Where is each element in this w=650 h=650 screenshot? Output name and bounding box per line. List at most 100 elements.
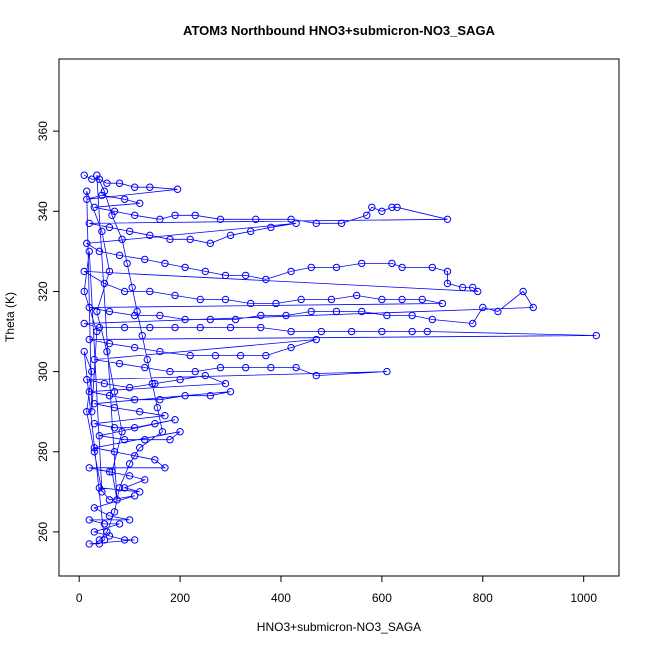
- data-point: [247, 227, 255, 236]
- data-point: [98, 488, 106, 496]
- data-point: [85, 219, 93, 228]
- data-point: [479, 303, 487, 312]
- data-point: [398, 295, 406, 304]
- data-point: [125, 472, 134, 480]
- data-point: [95, 175, 104, 183]
- data-point: [110, 387, 119, 396]
- data-point: [181, 263, 189, 272]
- data-point: [156, 395, 164, 404]
- data-point: [95, 432, 104, 440]
- data-point: [95, 323, 104, 332]
- data-point: [146, 231, 154, 240]
- data-point: [156, 215, 164, 224]
- data-point: [368, 203, 376, 211]
- data-point: [378, 327, 386, 336]
- data-point: [103, 347, 111, 356]
- data-point: [257, 311, 265, 320]
- data-point: [120, 436, 129, 444]
- data-point: [105, 512, 114, 520]
- data-point: [103, 179, 111, 187]
- data-point: [85, 464, 93, 472]
- data-point: [141, 436, 149, 444]
- x-axis: 0 200 400 600 800 1000: [76, 575, 597, 605]
- data-point: [105, 391, 114, 400]
- data-point: [241, 363, 250, 372]
- data-point: [161, 259, 169, 268]
- data-point: [332, 263, 341, 272]
- data-point: [80, 319, 88, 328]
- data-point: [443, 279, 452, 288]
- data-point: [83, 239, 91, 248]
- data-point: [231, 315, 240, 324]
- data-point: [428, 315, 437, 324]
- data-point: [418, 295, 426, 304]
- data-point: [262, 275, 270, 284]
- data-point: [252, 215, 260, 224]
- data-point: [423, 327, 431, 336]
- data-point: [292, 363, 300, 372]
- data-point: [297, 295, 305, 304]
- data-point: [398, 263, 406, 272]
- data-point: [292, 219, 300, 228]
- data-point: [93, 307, 101, 316]
- data-point: [262, 351, 270, 360]
- data-point: [378, 295, 386, 304]
- data-point: [120, 323, 129, 332]
- y-tick-label: 320: [36, 281, 50, 301]
- data-point: [378, 207, 386, 215]
- data-point: [272, 299, 280, 308]
- data-point: [100, 187, 109, 195]
- data-point: [110, 403, 119, 412]
- data-point: [141, 476, 149, 484]
- data-point: [161, 464, 169, 472]
- data-point: [80, 267, 88, 276]
- data-point: [80, 287, 88, 296]
- data-point: [226, 323, 235, 332]
- data-point: [287, 327, 295, 336]
- data-point: [307, 263, 315, 272]
- data-point: [337, 219, 346, 228]
- data-point: [141, 363, 149, 372]
- data-point: [151, 420, 159, 428]
- data-point: [115, 179, 124, 187]
- data-point: [287, 215, 295, 224]
- data-point: [206, 239, 215, 248]
- data-point: [83, 375, 91, 384]
- data-point: [130, 424, 139, 432]
- data-point: [125, 383, 134, 392]
- data-point: [110, 207, 119, 215]
- data-point: [161, 411, 169, 420]
- data-point: [120, 536, 129, 544]
- data-point: [352, 291, 361, 300]
- x-axis-label: HNO3+submicron-NO3_SAGA: [257, 620, 421, 634]
- data-point: [151, 379, 159, 388]
- data-point: [206, 315, 215, 324]
- data-point: [105, 223, 114, 232]
- data-point: [83, 195, 91, 203]
- data-point: [592, 331, 600, 340]
- data-point: [408, 327, 416, 336]
- data-point: [130, 211, 139, 220]
- data-point: [388, 203, 396, 211]
- data-point: [85, 303, 93, 312]
- data-point: [136, 199, 144, 207]
- data-point: [85, 335, 93, 344]
- data-point: [358, 259, 366, 268]
- data-point: [120, 287, 129, 296]
- data-point: [115, 484, 124, 492]
- data-point: [90, 203, 99, 211]
- data-point: [383, 311, 391, 320]
- data-point: [257, 323, 265, 332]
- y-tick-label: 340: [36, 201, 50, 221]
- data-point: [458, 283, 467, 292]
- data-point: [83, 187, 91, 195]
- data-point: [166, 235, 174, 244]
- data-point: [108, 211, 116, 220]
- data-point: [110, 448, 119, 456]
- data-point: [186, 235, 194, 244]
- data-point: [176, 375, 184, 384]
- data-point: [130, 183, 139, 191]
- data-point: [98, 191, 106, 199]
- x-tick-label: 600: [372, 591, 392, 605]
- data-point: [90, 504, 99, 512]
